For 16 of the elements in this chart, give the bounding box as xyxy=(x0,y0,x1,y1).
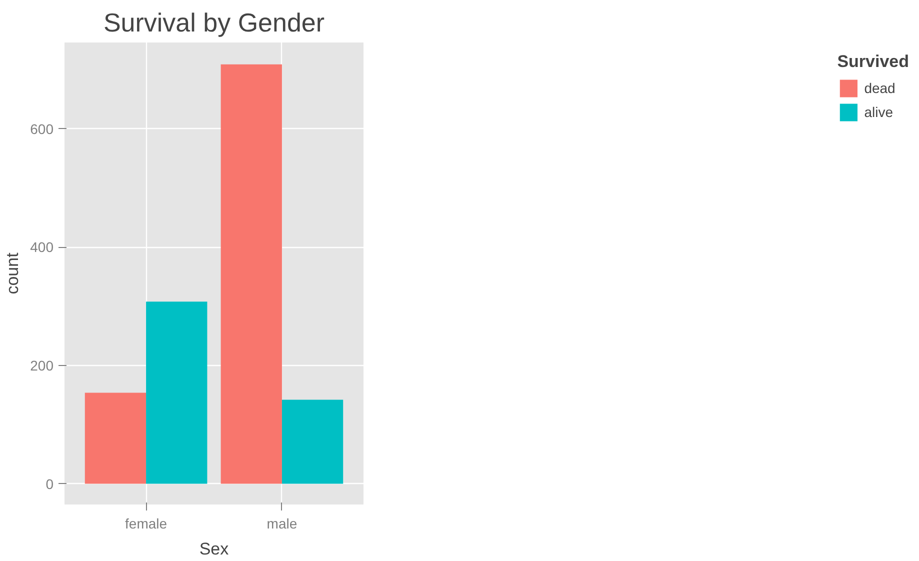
x-axis-title: Sex xyxy=(199,540,230,558)
bar xyxy=(220,64,282,484)
y-axis-title: count xyxy=(3,252,22,294)
legend-label: alive xyxy=(864,104,893,120)
bar xyxy=(282,400,344,484)
legend-title: Survived xyxy=(837,52,909,72)
x-tick-label: female xyxy=(125,516,168,532)
bar xyxy=(84,392,146,484)
y-tick-label: 0 xyxy=(46,476,54,492)
y-tick-label: 600 xyxy=(30,120,54,137)
y-tick-label: 400 xyxy=(30,239,54,256)
y-tick-label: 200 xyxy=(30,357,54,374)
chart-title: Survival by Gender xyxy=(103,8,325,38)
legend-label: dead xyxy=(864,80,896,96)
x-tick-label: male xyxy=(266,516,298,532)
bar xyxy=(146,302,208,484)
